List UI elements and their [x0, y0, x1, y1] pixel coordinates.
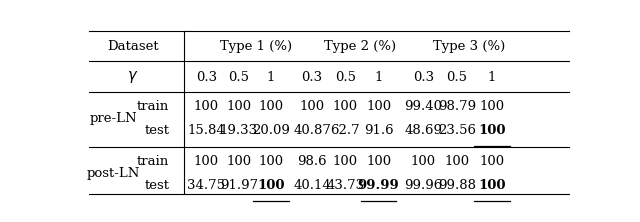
Text: 0.5: 0.5 [447, 71, 467, 83]
Text: 98.79: 98.79 [438, 100, 476, 113]
Text: 100: 100 [333, 155, 358, 168]
Text: train: train [137, 100, 169, 113]
Text: 1: 1 [267, 71, 275, 83]
Text: 34.75: 34.75 [188, 179, 225, 192]
Text: 91.6: 91.6 [364, 124, 394, 137]
Text: 100: 100 [333, 100, 358, 113]
Text: 40.14: 40.14 [293, 179, 331, 192]
Text: 100: 100 [411, 155, 436, 168]
Text: 100: 100 [259, 155, 284, 168]
Text: 100: 100 [366, 155, 391, 168]
Text: train: train [137, 155, 169, 168]
Text: 0.3: 0.3 [413, 71, 434, 83]
Text: Type 3 (%): Type 3 (%) [433, 40, 506, 53]
Text: 100: 100 [444, 155, 470, 168]
Text: 43.73: 43.73 [326, 179, 364, 192]
Text: 100: 100 [194, 100, 219, 113]
Text: 19.33: 19.33 [220, 124, 258, 137]
Text: 40.87: 40.87 [293, 124, 331, 137]
Text: test: test [144, 179, 169, 192]
Text: 0.5: 0.5 [335, 71, 356, 83]
Text: pre-LN: pre-LN [90, 112, 138, 125]
Text: 48.69: 48.69 [404, 124, 442, 137]
Text: 99.88: 99.88 [438, 179, 476, 192]
Text: Dataset: Dataset [108, 40, 159, 53]
Text: $\gamma$: $\gamma$ [127, 69, 139, 85]
Text: test: test [144, 124, 169, 137]
Text: 100: 100 [479, 100, 504, 113]
Text: 15.84: 15.84 [188, 124, 225, 137]
Text: 99.99: 99.99 [358, 179, 399, 192]
Text: 99.96: 99.96 [404, 179, 442, 192]
Text: 23.56: 23.56 [438, 124, 476, 137]
Text: post-LN: post-LN [87, 167, 140, 180]
Text: Type 2 (%): Type 2 (%) [324, 40, 396, 53]
Text: 1: 1 [488, 71, 496, 83]
Text: 20.09: 20.09 [252, 124, 290, 137]
Text: 0.3: 0.3 [301, 71, 323, 83]
Text: 100: 100 [479, 155, 504, 168]
Text: 100: 100 [257, 179, 285, 192]
Text: 100: 100 [300, 100, 324, 113]
Text: 0.5: 0.5 [228, 71, 249, 83]
Text: Type 1 (%): Type 1 (%) [220, 40, 292, 53]
Text: 100: 100 [194, 155, 219, 168]
Text: 0.3: 0.3 [196, 71, 217, 83]
Text: 100: 100 [226, 155, 252, 168]
Text: 99.40: 99.40 [404, 100, 442, 113]
Text: 100: 100 [226, 100, 252, 113]
Text: 100: 100 [478, 124, 506, 137]
Text: 98.6: 98.6 [298, 155, 327, 168]
Text: 62.7: 62.7 [330, 124, 360, 137]
Text: 91.97: 91.97 [220, 179, 258, 192]
Text: 100: 100 [259, 100, 284, 113]
Text: 100: 100 [478, 179, 506, 192]
Text: 100: 100 [366, 100, 391, 113]
Text: 1: 1 [374, 71, 383, 83]
